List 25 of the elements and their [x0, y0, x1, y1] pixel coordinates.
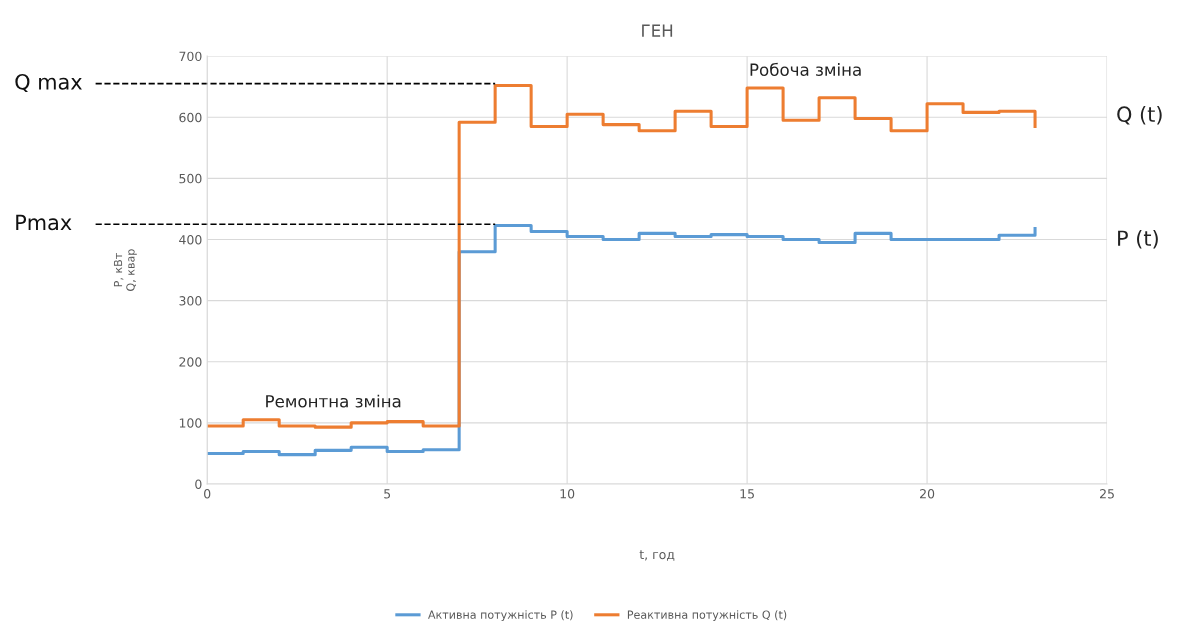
legend-label: Реактивна потужність Q (t)	[627, 610, 787, 621]
chart-title: ГЕН	[642, 24, 673, 37]
text: P (t)	[1118, 230, 1158, 249]
y-axis-title: P, кВт Q, квар	[113, 249, 137, 291]
y-tick-label: 200	[179, 357, 202, 367]
x-tick-label: 10	[560, 489, 575, 499]
x-tick-label: 25	[1100, 489, 1114, 499]
x-tick-label: 0	[204, 489, 211, 499]
x-tick-label: 20	[920, 489, 935, 499]
text: Q (t)	[1117, 105, 1162, 125]
annotation: Ремонтна зміна	[266, 394, 401, 408]
ref-line-label: Pmax	[16, 214, 72, 231]
y-tick-label: 300	[179, 296, 202, 306]
y-tick-label: 700	[179, 51, 202, 62]
annotation: Робоча зміна	[750, 62, 861, 76]
x-axis-title: t, год	[639, 550, 675, 561]
y-tick-label: 600	[179, 112, 202, 123]
y-tick-label: 0	[195, 479, 202, 489]
x-tick-label: 5	[384, 489, 391, 499]
ref-line-label: Q max	[15, 73, 82, 93]
y-tick-label: 400	[179, 234, 202, 245]
legend-label: Активна потужність P (t)	[428, 610, 573, 621]
y-tick-label: 100	[179, 418, 202, 428]
y-tick-label: 500	[179, 173, 202, 184]
x-tick-label: 15	[740, 489, 754, 499]
